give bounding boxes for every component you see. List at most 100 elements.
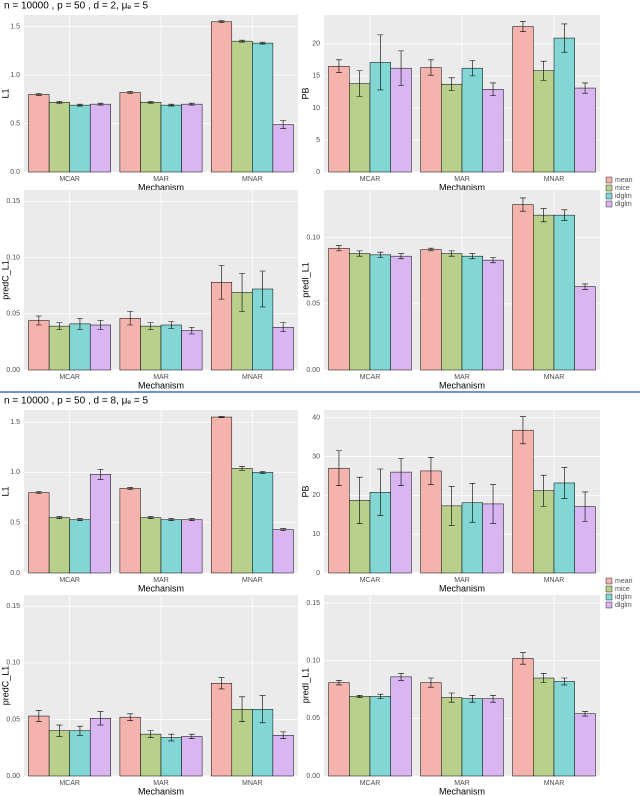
y-axis-title: PB [300, 87, 310, 99]
bar [553, 681, 575, 777]
error-bar [335, 59, 342, 73]
x-axis-title: Mechanism [138, 182, 184, 192]
bar [181, 736, 203, 777]
bar [461, 255, 483, 371]
bar [28, 715, 50, 777]
bar [349, 696, 371, 777]
legend-label: idglm [615, 594, 632, 601]
error-bar [97, 320, 104, 330]
error-bar [377, 468, 384, 516]
error-bar [35, 93, 42, 96]
bar [574, 713, 596, 777]
bar [553, 37, 575, 173]
error-bar [280, 120, 287, 129]
heading: n = 10000 , p = 50 , d = 8, μₑ = 5 [4, 396, 148, 407]
bar [89, 103, 112, 173]
x-tick-label: MAR [454, 176, 470, 183]
y-tick-label: 1.5 [10, 23, 20, 30]
error-bar [561, 467, 568, 499]
bar [482, 698, 504, 777]
x-tick-label: MCAR [360, 577, 381, 584]
error-bar [398, 253, 405, 260]
bar [210, 416, 233, 574]
error-bar [356, 250, 363, 257]
error-bar [35, 710, 42, 722]
error-bar [519, 21, 526, 32]
bar [420, 470, 442, 574]
bar [140, 101, 162, 173]
error-bar [490, 694, 497, 703]
x-tick-label: MCAR [360, 780, 381, 787]
bar [574, 87, 596, 173]
x-axis-title: Mechanism [439, 380, 485, 390]
error-bar [259, 41, 266, 45]
bar [89, 324, 112, 371]
bar [48, 517, 70, 574]
bar [210, 21, 233, 173]
y-tick-label: 20 [312, 41, 320, 48]
error-bar [519, 652, 526, 665]
x-tick-label: MNAR [544, 577, 565, 584]
bar [160, 737, 182, 777]
y-tick-label: 0.10 [6, 660, 20, 667]
y-axis-title: L1 [0, 486, 10, 496]
y-tick-label: 0.05 [306, 715, 320, 722]
error-bar [239, 696, 246, 722]
bar [28, 492, 50, 574]
bar [231, 468, 253, 574]
error-bar [356, 694, 363, 698]
error-bar [259, 471, 266, 474]
error-bar [56, 100, 63, 104]
x-tick-label: MCAR [59, 577, 80, 584]
y-tick-label: 1.0 [10, 469, 20, 476]
y-tick-label: 0.00 [306, 773, 320, 780]
legend-swatch [605, 577, 613, 585]
error-bar [168, 733, 175, 742]
bar [461, 67, 483, 173]
x-tick-label: MNAR [544, 374, 565, 381]
error-bar [490, 257, 497, 264]
error-bar [448, 486, 455, 526]
error-bar [76, 317, 83, 330]
error-bar [519, 197, 526, 212]
legend-swatch [605, 593, 613, 601]
error-bar [147, 730, 154, 738]
error-bar [147, 322, 154, 330]
error-bar [168, 518, 175, 521]
x-tick-label: MCAR [59, 780, 80, 787]
error-bar [259, 695, 266, 724]
error-bar [356, 476, 363, 525]
error-bar [398, 50, 405, 86]
bar [272, 124, 294, 173]
error-bar [540, 474, 547, 507]
x-axis-title: Mechanism [138, 583, 184, 593]
bar [512, 429, 534, 574]
bar [231, 40, 253, 173]
error-bar [188, 518, 195, 521]
heading: n = 10000 , p = 50 , d = 2, μₑ = 5 [4, 1, 148, 12]
error-bar [469, 694, 476, 703]
bar [69, 730, 91, 777]
x-tick-label: MAR [153, 577, 169, 584]
error-bar [377, 34, 384, 91]
error-bar [469, 483, 476, 523]
bar [272, 735, 294, 777]
bar [349, 83, 371, 173]
x-tick-label: MNAR [242, 780, 263, 787]
y-tick-label: 0.05 [6, 716, 20, 723]
y-axis-title: predC_L1 [0, 666, 10, 706]
y-tick-label: 40 [312, 415, 320, 422]
error-bar [239, 466, 246, 471]
bar [119, 716, 141, 777]
x-tick-label: MCAR [59, 176, 80, 183]
bar [482, 259, 504, 371]
x-axis-title: Mechanism [439, 182, 485, 192]
bar [420, 682, 442, 777]
bar [69, 323, 91, 371]
x-tick-label: MNAR [242, 176, 263, 183]
bar [119, 488, 141, 574]
error-bar [540, 60, 547, 81]
error-bar [519, 416, 526, 445]
error-bar [147, 100, 154, 104]
